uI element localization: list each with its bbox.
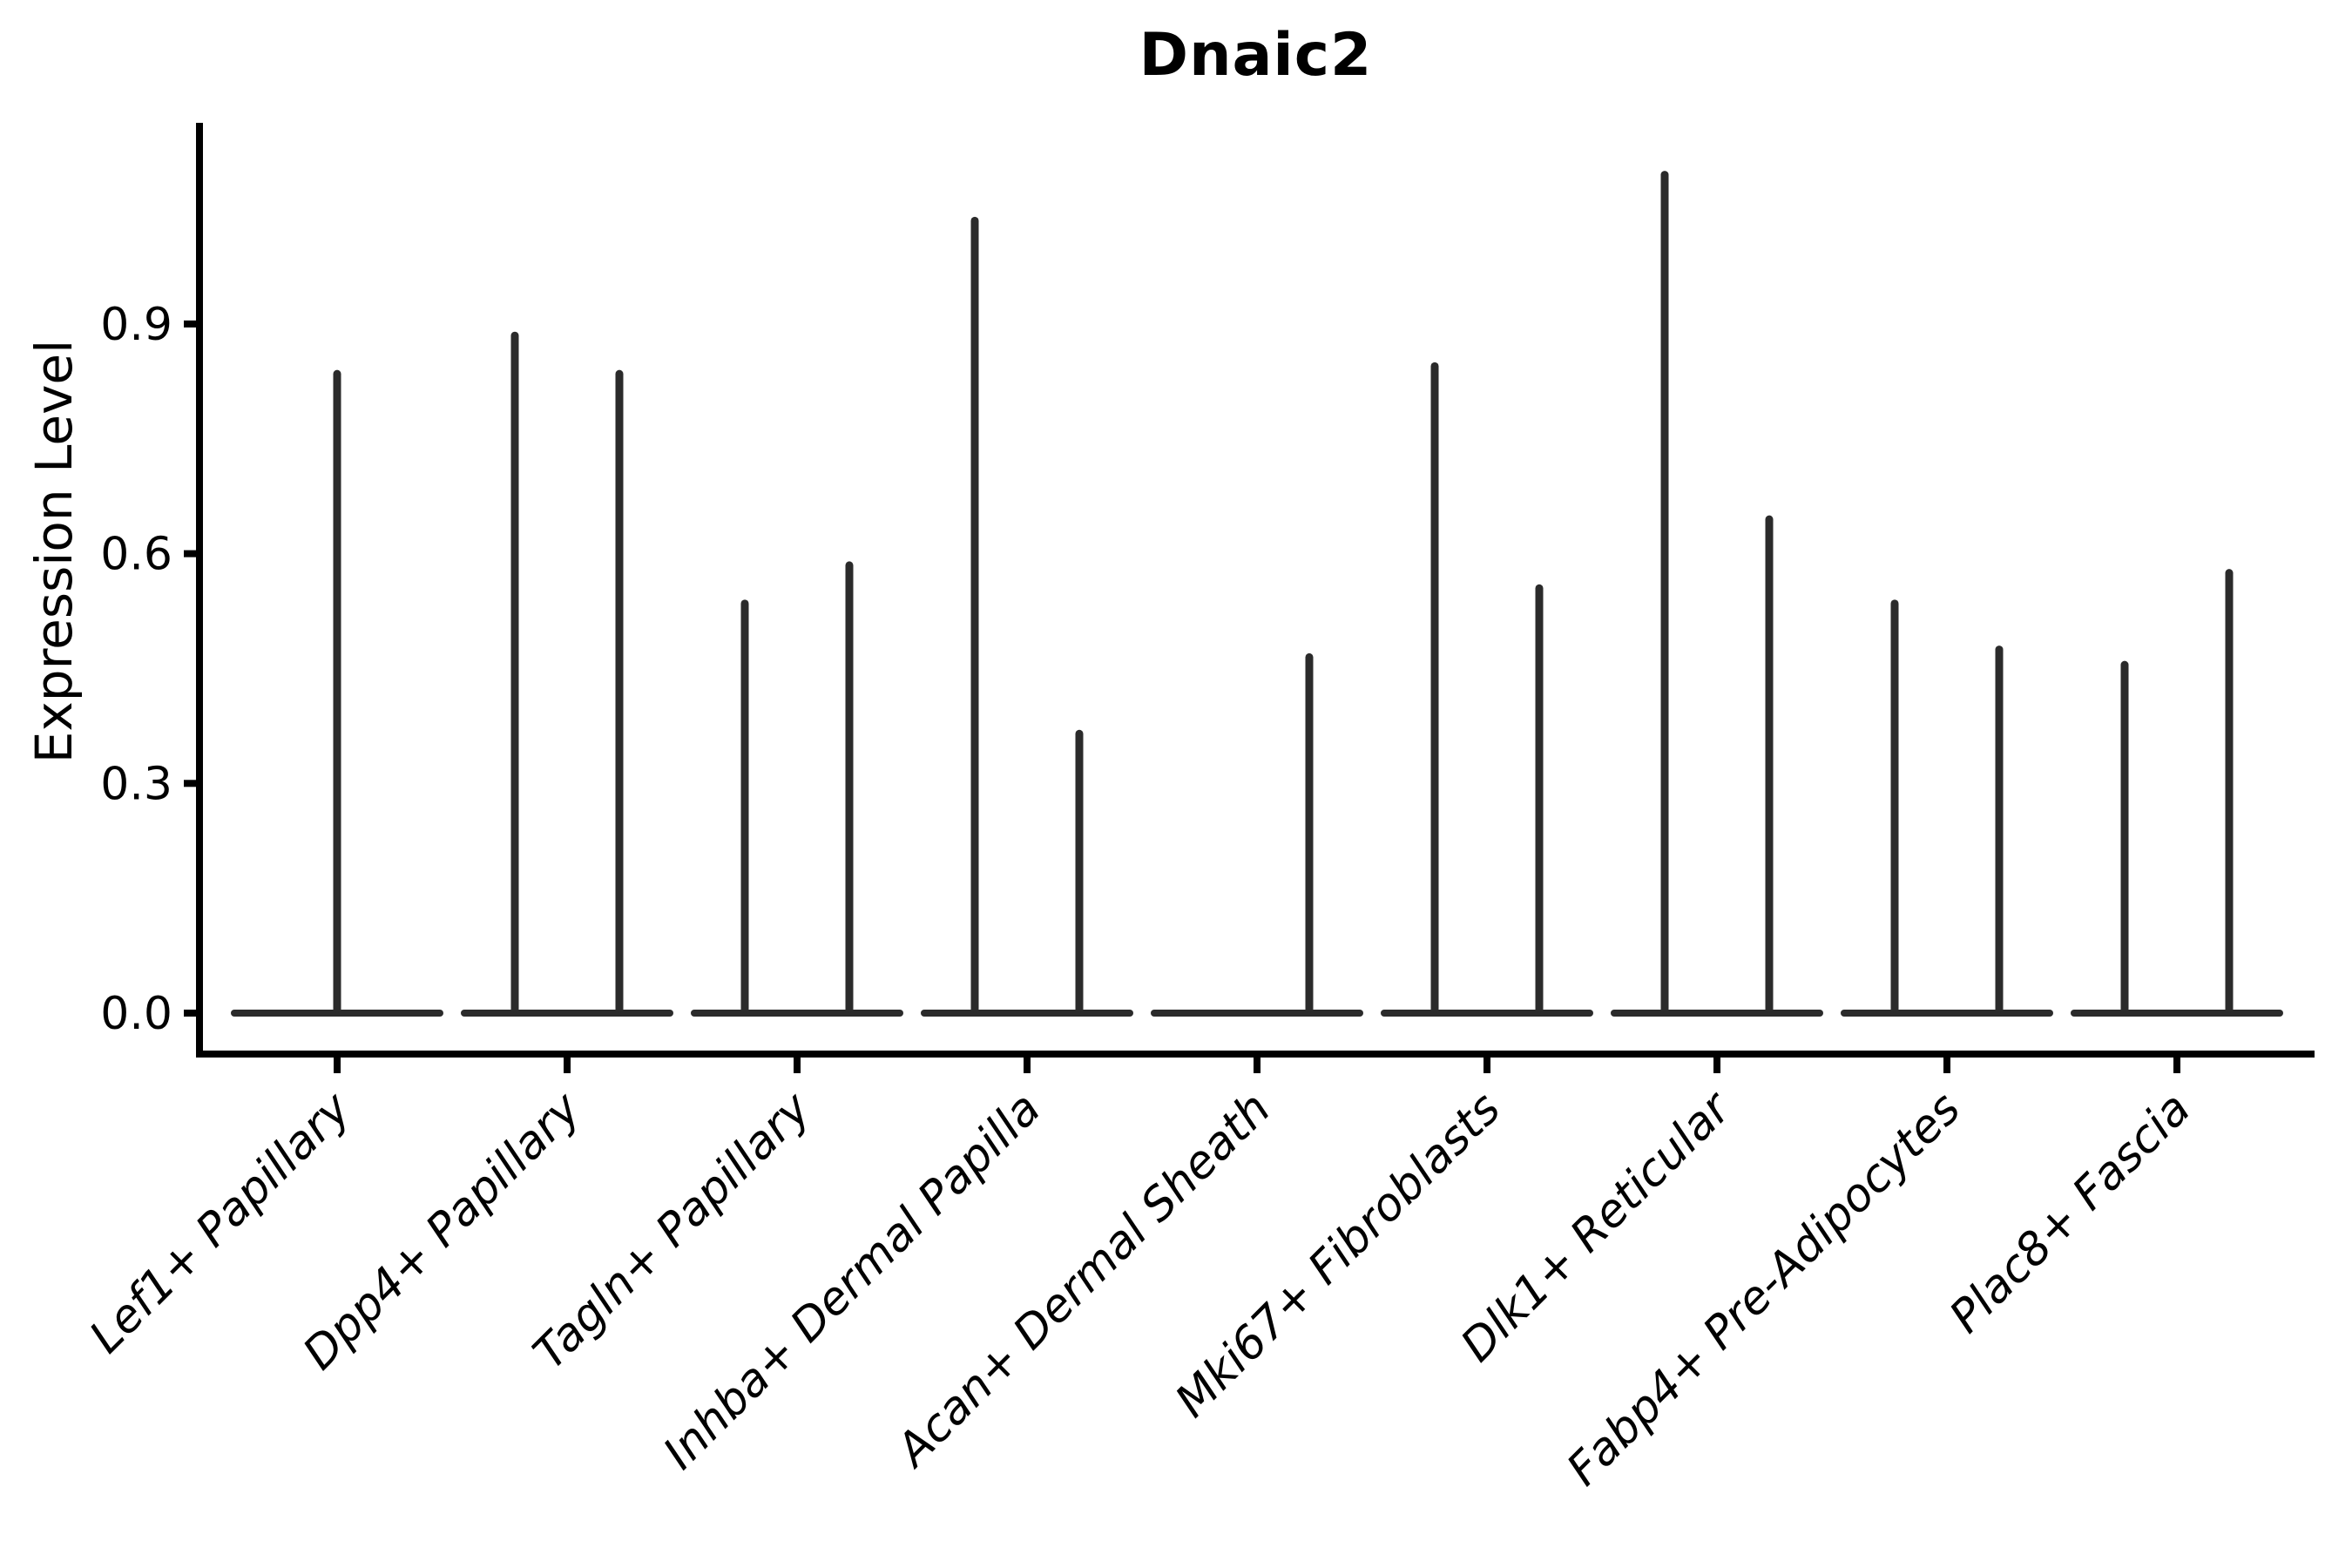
y-tick-label: 0.9 [100, 299, 172, 351]
violin-base [691, 1010, 903, 1017]
violin-spike [1660, 171, 1669, 1014]
x-tick [1484, 1058, 1490, 1073]
violin-spike [1890, 599, 1899, 1013]
violin-spike [1995, 645, 2004, 1013]
x-tick [794, 1058, 801, 1073]
x-category-label: Plac8+ Fascia [1940, 1083, 2200, 1343]
x-tick [564, 1058, 571, 1073]
chart-title: Dnaic2 [1139, 21, 1373, 90]
violin-spike [1430, 362, 1439, 1014]
y-tick [184, 320, 196, 328]
violin-spike [1535, 584, 1544, 1013]
violin-base [921, 1010, 1133, 1017]
x-axis-spine [196, 1051, 2315, 1058]
y-tick [184, 1010, 196, 1017]
y-tick-label: 0.3 [100, 758, 172, 810]
y-axis-spine [196, 123, 203, 1058]
violin-spike [1765, 515, 1774, 1013]
violin-spike [845, 561, 854, 1013]
y-tick [184, 550, 196, 558]
violin-spike [1075, 729, 1084, 1013]
x-tick [1713, 1058, 1720, 1073]
y-tick [184, 780, 196, 787]
x-tick [1943, 1058, 1950, 1073]
violin-spike [740, 599, 749, 1013]
violin-spike [2120, 660, 2129, 1013]
violin-base [1841, 1010, 2053, 1017]
violin-spike [510, 331, 519, 1013]
violin-base [1611, 1010, 1823, 1017]
x-category-label: Acan+ Dermal Sheath [885, 1083, 1281, 1478]
violin-spike [970, 216, 979, 1014]
x-category-label: Fabp4+ Pre-Adipocytes [1558, 1083, 1971, 1497]
violin-spike [2225, 569, 2234, 1013]
x-tick [2173, 1058, 2180, 1073]
x-category-label: Inhba+ Dermal Papilla [653, 1083, 1051, 1480]
violin-base [2071, 1010, 2283, 1017]
x-tick [1024, 1058, 1031, 1073]
violin-spike [1305, 652, 1314, 1013]
y-tick-label: 0.0 [100, 988, 172, 1040]
violin-spike [615, 369, 624, 1013]
violin-base [1381, 1010, 1593, 1017]
violin-spike [333, 369, 341, 1013]
violin-base [1151, 1010, 1363, 1017]
violin-base [461, 1010, 673, 1017]
x-tick [334, 1058, 341, 1073]
y-tick-label: 0.6 [100, 529, 172, 581]
x-tick [1254, 1058, 1260, 1073]
